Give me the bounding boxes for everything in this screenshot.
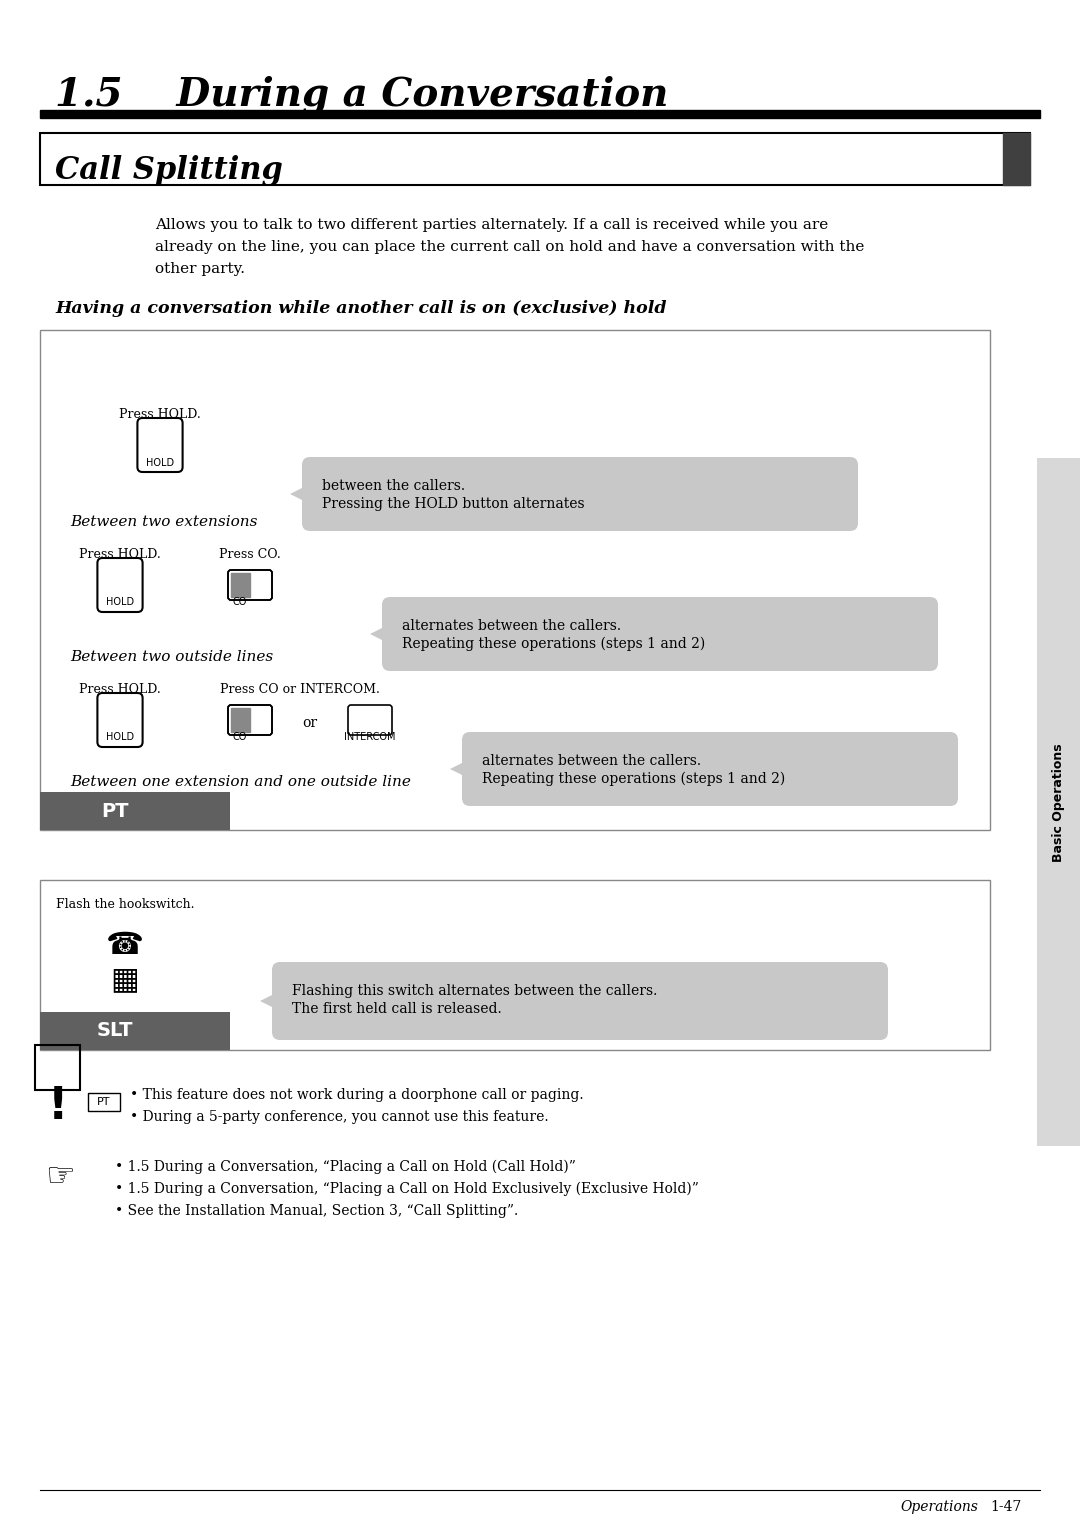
Text: already on the line, you can place the current call on hold and have a conversat: already on the line, you can place the c… [156,240,864,254]
Text: PT: PT [97,1097,111,1106]
Polygon shape [450,759,470,779]
Text: HOLD: HOLD [106,732,134,743]
Text: Call Splitting: Call Splitting [55,154,283,186]
Bar [231,707,249,732]
Bar [35,1045,80,1089]
Text: between the callers.: between the callers. [322,478,465,494]
FancyBboxPatch shape [272,963,888,1041]
Text: ☞: ☞ [45,1160,75,1193]
Text: The first held call is released.: The first held call is released. [292,1002,502,1016]
Polygon shape [370,623,390,643]
FancyBboxPatch shape [87,1093,120,1111]
FancyBboxPatch shape [348,704,392,735]
FancyBboxPatch shape [40,1012,230,1050]
Text: !: ! [48,1085,68,1128]
Text: Flashing this switch alternates between the callers.: Flashing this switch alternates between … [292,984,658,998]
Text: ▦: ▦ [110,966,139,995]
Bar [40,110,1040,118]
Text: 1.5    During a Conversation: 1.5 During a Conversation [55,75,669,113]
Bar [231,573,249,597]
Text: alternates between the callers.: alternates between the callers. [402,619,621,633]
Text: Having a conversation while another call is on (exclusive) hold: Having a conversation while another call… [55,299,666,316]
Text: CO: CO [233,597,247,607]
Text: HOLD: HOLD [106,597,134,607]
Text: • 1.5 During a Conversation, “Placing a Call on Hold (Call Hold)”: • 1.5 During a Conversation, “Placing a … [114,1160,576,1175]
Text: Press HOLD.: Press HOLD. [79,683,161,695]
Text: Between one extension and one outside line: Between one extension and one outside li… [70,775,410,788]
Text: Between two outside lines: Between two outside lines [70,649,273,665]
Text: other party.: other party. [156,261,245,277]
Text: CO: CO [233,732,247,743]
FancyBboxPatch shape [40,330,990,830]
Text: HOLD: HOLD [146,458,174,468]
Text: Operations: Operations [900,1500,977,1514]
Bar [1003,133,1030,185]
Text: • 1.5 During a Conversation, “Placing a Call on Hold Exclusively (Exclusive Hold: • 1.5 During a Conversation, “Placing a … [114,1183,699,1196]
Text: Basic Operations: Basic Operations [1052,743,1065,862]
Text: INTERCOM: INTERCOM [345,732,395,743]
Text: • See the Installation Manual, Section 3, “Call Splitting”.: • See the Installation Manual, Section 3… [114,1204,518,1218]
Text: Press CO.: Press CO. [219,549,281,561]
Text: Press CO or INTERCOM.: Press CO or INTERCOM. [220,683,380,695]
Text: SLT: SLT [97,1022,133,1041]
Polygon shape [260,992,280,1012]
Text: 1-47: 1-47 [990,1500,1022,1514]
Text: Flash the hookswitch.: Flash the hookswitch. [56,898,194,911]
FancyBboxPatch shape [97,694,143,747]
FancyBboxPatch shape [228,570,272,601]
Text: • During a 5-party conference, you cannot use this feature.: • During a 5-party conference, you canno… [130,1109,549,1125]
Text: Repeating these operations (steps 1 and 2): Repeating these operations (steps 1 and … [482,772,785,787]
FancyBboxPatch shape [40,792,230,830]
FancyBboxPatch shape [40,880,990,1050]
FancyBboxPatch shape [228,704,272,735]
FancyBboxPatch shape [97,558,143,613]
FancyBboxPatch shape [382,597,939,671]
Text: ☎: ☎ [106,931,144,960]
FancyBboxPatch shape [137,419,183,472]
Text: Pressing the HOLD button alternates: Pressing the HOLD button alternates [322,497,584,510]
Text: Repeating these operations (steps 1 and 2): Repeating these operations (steps 1 and … [402,637,705,651]
FancyBboxPatch shape [40,133,1030,185]
Text: • This feature does not work during a doorphone call or paging.: • This feature does not work during a do… [130,1088,583,1102]
Text: PT: PT [102,802,129,821]
FancyBboxPatch shape [1037,458,1080,1146]
Text: Press HOLD.: Press HOLD. [79,549,161,561]
Text: Press HOLD.: Press HOLD. [119,408,201,422]
FancyBboxPatch shape [302,457,858,532]
Text: Between two extensions: Between two extensions [70,515,257,529]
Text: alternates between the callers.: alternates between the callers. [482,753,701,769]
Text: or: or [302,717,318,730]
FancyBboxPatch shape [462,732,958,805]
Polygon shape [291,484,310,504]
Text: Allows you to talk to two different parties alternately. If a call is received w: Allows you to talk to two different part… [156,219,828,232]
